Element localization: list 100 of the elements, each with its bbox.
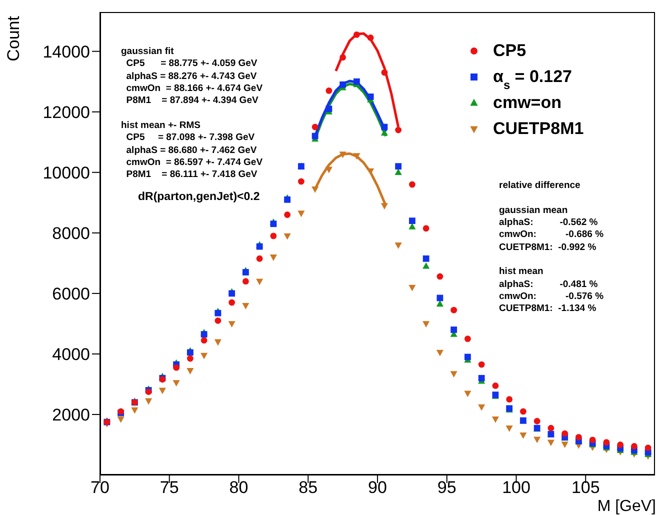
point (422, 321, 430, 328)
point (603, 439, 610, 446)
point (367, 94, 374, 100)
point (644, 444, 652, 451)
x-tick-label: 95 (437, 478, 456, 498)
x-tick-label: 100 (502, 478, 530, 498)
point (408, 223, 416, 230)
point (478, 361, 485, 368)
point (492, 382, 499, 389)
point (478, 374, 485, 382)
point (520, 432, 527, 439)
point (506, 426, 513, 432)
point (214, 317, 222, 324)
point (340, 54, 346, 61)
point (534, 436, 541, 444)
point (478, 404, 486, 411)
point (422, 255, 430, 262)
point (381, 69, 388, 76)
point (464, 354, 471, 360)
point (436, 294, 444, 302)
point (534, 418, 540, 424)
x-tick-label: 90 (368, 478, 387, 498)
point (200, 337, 208, 344)
point (381, 124, 388, 130)
y-tick-label: 4000 (52, 344, 90, 364)
x-tick-label: 75 (160, 478, 179, 498)
point (131, 407, 138, 414)
x-tick-label: 70 (90, 478, 110, 498)
point (367, 34, 374, 41)
y-tick-label: 10000 (42, 163, 90, 182)
point (298, 178, 304, 185)
point (242, 302, 250, 310)
point (520, 408, 526, 415)
point (464, 390, 472, 398)
y-tick-label: 2000 (52, 406, 90, 425)
point (380, 203, 388, 210)
point (228, 290, 236, 297)
point (214, 339, 222, 346)
point (506, 396, 513, 403)
point (312, 132, 318, 140)
point (562, 430, 568, 437)
point (617, 442, 624, 448)
y-tick-label: 6000 (52, 284, 90, 304)
point (395, 126, 402, 134)
annotation: dR(parton,genJet)<0.2 (138, 190, 260, 205)
x-tick-label: 80 (229, 478, 248, 498)
point (450, 326, 458, 333)
point (228, 321, 236, 328)
point (394, 242, 402, 249)
point (284, 212, 291, 218)
legend-label: cmw=on (493, 93, 562, 112)
x-tick-label: 85 (298, 478, 318, 498)
point (353, 31, 360, 38)
y-tick-label: 8000 (52, 224, 90, 243)
point (408, 181, 416, 188)
point (422, 225, 430, 232)
point (340, 81, 346, 88)
point (325, 166, 332, 174)
point (200, 352, 208, 360)
point (256, 278, 264, 286)
text: relative difference gaussian mean alphaS: -0.562 % cmwOn: -0.686 % CUETP8M1: -0.992 % hist mean alphaS: -0.481 % cmwOn: -0.576 % CUETP8M1: -1.134 % (499, 180, 604, 314)
point (312, 186, 319, 193)
point (284, 233, 291, 240)
point (270, 220, 277, 228)
point (450, 306, 458, 314)
point (228, 299, 236, 306)
point (326, 87, 332, 94)
point (408, 284, 416, 292)
x-axis-title: M [GeV] (597, 498, 656, 515)
point (172, 380, 180, 387)
point (200, 331, 208, 338)
point (326, 106, 332, 112)
x-tick-label: 105 (571, 478, 600, 498)
point (158, 388, 166, 394)
point (561, 442, 568, 448)
point (242, 278, 249, 285)
legend-label: CUETP8M1 (493, 119, 584, 138)
point (436, 350, 444, 356)
point (145, 398, 152, 405)
y-tick-label: 14000 (42, 42, 90, 62)
point (270, 232, 277, 240)
point (589, 436, 596, 444)
point (464, 336, 471, 342)
point (353, 78, 360, 85)
point (492, 416, 499, 423)
point (173, 364, 180, 371)
legend-label: CP5 (493, 41, 526, 60)
point (408, 218, 416, 224)
point (270, 254, 277, 261)
point (339, 152, 346, 158)
point (186, 355, 194, 362)
point (353, 153, 360, 160)
point (422, 262, 430, 269)
point (575, 434, 582, 440)
point (312, 124, 318, 130)
legend-label: α$_{s}$ = 0.127 (493, 67, 572, 92)
point (395, 163, 402, 170)
point (548, 424, 554, 432)
point (186, 349, 194, 356)
point (436, 273, 444, 280)
